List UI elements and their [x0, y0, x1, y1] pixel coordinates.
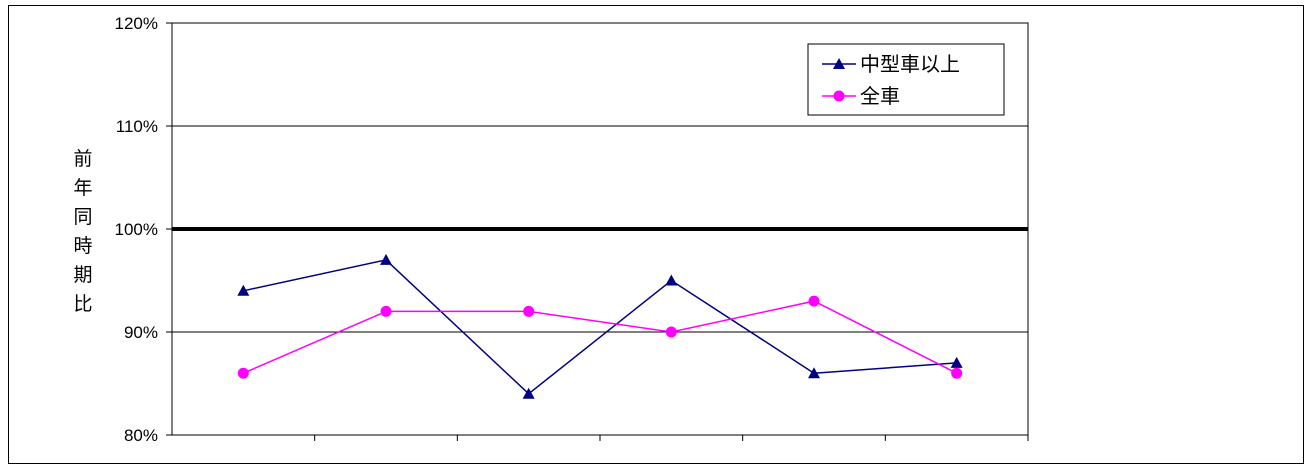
axes: [166, 22, 1029, 441]
y-axis-label-char: 年: [73, 177, 92, 199]
data-point-circle: [808, 295, 820, 307]
data-point-triangle: [522, 387, 535, 399]
y-axis-label-char: 時: [73, 235, 92, 257]
series-line: [243, 259, 957, 395]
legend-marker-triangle: [833, 58, 845, 69]
y-axis-label-char: 期: [73, 264, 92, 286]
data-point-circle: [665, 326, 677, 338]
chart-frame: [8, 5, 1304, 464]
legend-box: [807, 43, 1005, 116]
y-axis-label-char: 同: [73, 206, 92, 228]
data-point-triangle: [665, 274, 678, 286]
series-circle: [237, 295, 963, 379]
data-point-circle: [523, 305, 535, 317]
y-tick-label: 90%: [124, 323, 158, 342]
data-point-triangle: [380, 253, 392, 265]
y-tick-label: 80%: [124, 426, 158, 445]
series-line: [243, 300, 958, 374]
legend-marker-circle: [833, 90, 845, 102]
data-point-triangle: [237, 284, 250, 296]
y-tick-label: 110%: [116, 117, 158, 136]
y-tick-labels: 80% 90% 100% 110% 120%: [115, 14, 158, 445]
legend-label: 中型車以上: [860, 52, 960, 76]
y-axis-label: 前年同時期比: [73, 148, 92, 315]
series-triangle: [237, 253, 963, 399]
series-layer: [237, 253, 963, 399]
data-point-triangle: [950, 356, 963, 368]
y-axis-label-char: 比: [73, 293, 92, 315]
data-point-triangle: [808, 367, 820, 379]
legend-label: 全車: [860, 84, 900, 108]
y-tick-label: 120%: [115, 14, 158, 33]
data-point-circle: [237, 367, 249, 379]
y-axis-label-char: 前: [73, 148, 92, 170]
y-tick-label: 100%: [115, 220, 158, 239]
data-point-circle: [380, 305, 392, 317]
gridlines: [172, 125, 1028, 333]
data-point-circle: [951, 367, 963, 379]
